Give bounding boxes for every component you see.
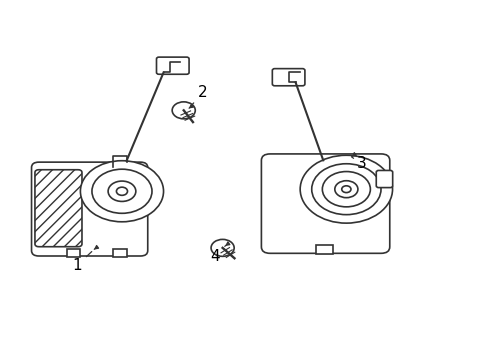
- Circle shape: [211, 239, 234, 256]
- FancyBboxPatch shape: [272, 69, 305, 86]
- Text: 3: 3: [351, 157, 366, 171]
- Text: 2: 2: [190, 85, 207, 107]
- FancyBboxPatch shape: [156, 57, 189, 74]
- Circle shape: [172, 102, 195, 119]
- Circle shape: [80, 161, 163, 222]
- Text: 1: 1: [72, 252, 92, 273]
- FancyBboxPatch shape: [66, 249, 80, 257]
- Circle shape: [116, 187, 127, 195]
- FancyBboxPatch shape: [375, 170, 392, 188]
- Circle shape: [311, 164, 380, 215]
- Circle shape: [341, 186, 350, 193]
- FancyBboxPatch shape: [316, 245, 332, 254]
- Circle shape: [334, 181, 357, 198]
- Circle shape: [108, 181, 136, 202]
- FancyBboxPatch shape: [31, 162, 147, 256]
- FancyBboxPatch shape: [261, 154, 389, 253]
- FancyBboxPatch shape: [35, 170, 82, 247]
- FancyBboxPatch shape: [113, 249, 126, 257]
- Circle shape: [322, 172, 369, 207]
- Circle shape: [92, 169, 152, 213]
- Text: 4: 4: [210, 246, 224, 264]
- Circle shape: [300, 155, 392, 223]
